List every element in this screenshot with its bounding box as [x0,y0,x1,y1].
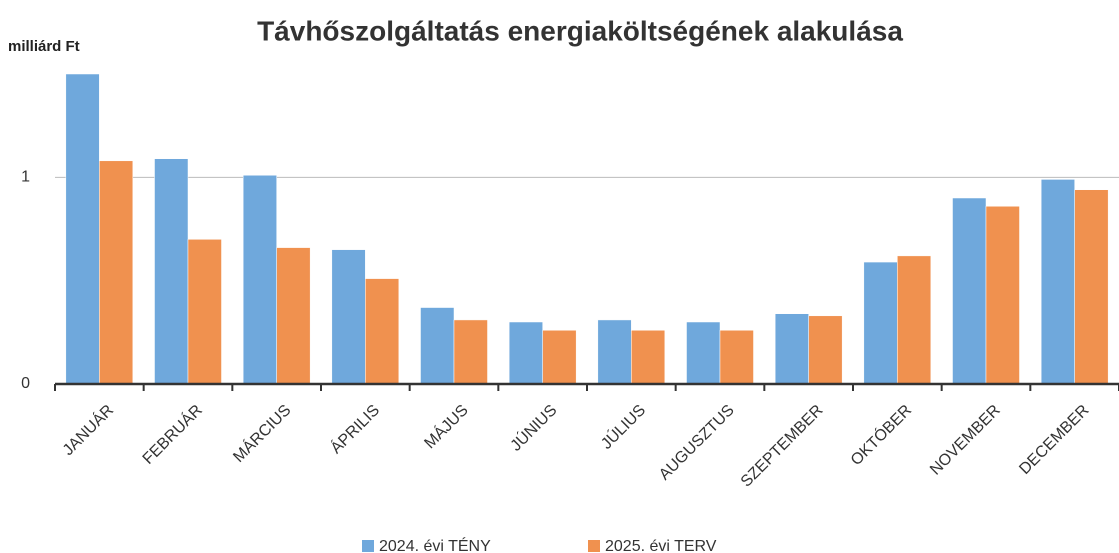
bar [276,247,311,385]
x-tick-label: DECEMBER [1016,402,1092,478]
bar [331,249,366,385]
legend-swatch [362,540,374,552]
x-tick-label: SZEPTEMBER [738,402,827,491]
bar [154,158,189,385]
x-tick-label: JÚNIUS [506,400,560,454]
bar [187,239,222,385]
x-tick-label: NOVEMBER [927,402,1004,479]
bar [242,175,277,385]
legend-label: 2025. évi TERV [605,538,717,553]
y-tick-label: 0 [21,375,30,392]
bar [631,330,666,385]
x-tick-label: FEBRUÁR [138,400,206,468]
x-tick-label: AUGUSZTUS [656,402,738,484]
legend-swatch [588,540,600,552]
bar [1074,189,1109,385]
bar [99,160,134,385]
bar [985,206,1020,385]
x-tick-label: JANUÁR [58,400,117,459]
x-tick-label: OKTÓBER [846,400,915,469]
x-tick-label: ÁPRILIS [326,400,383,457]
bar [686,321,721,385]
x-tick-label: MÁRCIUS [229,400,295,466]
bar [420,307,455,385]
y-tick-label: 1 [21,169,30,186]
bar [65,73,100,385]
bar [774,313,809,385]
bar [542,330,577,385]
bar [365,278,400,385]
chart-title: Távhőszolgáltatás energiaköltségének ala… [257,15,903,46]
bar [952,197,987,385]
bar [719,330,754,385]
x-tick-label: MÁJUS [420,400,472,452]
bar [453,319,488,385]
bar [597,319,632,385]
bar [808,315,843,385]
bar [508,321,543,385]
legend-label: 2024. évi TÉNY [379,536,491,553]
bar [1040,179,1075,385]
bar [897,255,932,385]
y-axis-label: milliárd Ft [8,38,80,55]
x-tick-label: JÚLIUS [597,400,649,452]
bar [863,261,898,385]
